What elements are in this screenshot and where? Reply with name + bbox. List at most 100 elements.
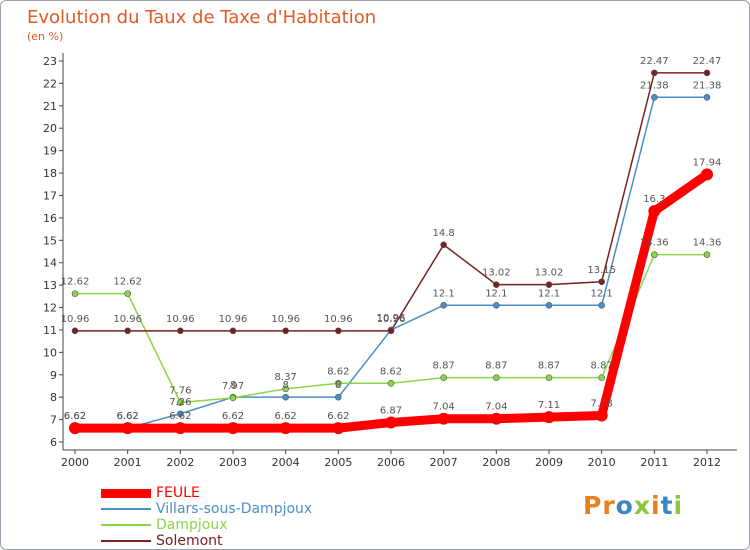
data-point-dampjoux — [387, 379, 395, 387]
chart-title: Evolution du Taux de Taxe d'Habitation — [27, 7, 377, 28]
legend-label-dampjoux: Dampjoux — [156, 517, 228, 533]
x-tick-label: 2003 — [219, 456, 247, 469]
legend-swatch-solemont — [101, 540, 151, 542]
legend-item-villars-sous-dampjoux: Villars-sous-Dampjoux — [101, 501, 361, 517]
logo-letter: o — [615, 491, 634, 520]
data-label-dampjoux: 8.62 — [327, 366, 349, 377]
data-label-solemont: 10.96 — [166, 314, 195, 325]
data-point-villars-sous-dampjoux — [493, 301, 500, 309]
data-label-dampjoux: 7.97 — [222, 381, 244, 392]
x-tick-label: 2010 — [588, 456, 616, 469]
data-label-feule: 16.3 — [643, 194, 665, 205]
y-tick-label: 11 — [43, 324, 57, 337]
data-point-villars-sous-dampjoux — [440, 301, 447, 309]
proxiti-logo: Proxiti — [583, 491, 683, 520]
data-point-solemont — [440, 241, 447, 249]
x-tick-label: 2007 — [430, 456, 458, 469]
x-tick-label: 2002 — [166, 456, 194, 469]
data-point-solemont — [493, 281, 500, 288]
data-point-solemont — [71, 327, 79, 335]
data-point-solemont — [703, 69, 711, 77]
y-tick-label: 8 — [50, 391, 57, 404]
data-point-solemont — [229, 327, 237, 335]
legend-label-solemont: Solemont — [156, 533, 223, 549]
data-label-dampjoux: 12.62 — [113, 277, 142, 288]
x-tick-label: 2009 — [535, 456, 563, 469]
data-label-dampjoux: 8.87 — [433, 361, 455, 372]
y-tick-label: 6 — [50, 436, 57, 449]
data-label-villars-sous-dampjoux: 12.1 — [591, 288, 613, 299]
legend-swatch-feule — [101, 488, 151, 498]
data-label-dampjoux: 8.62 — [380, 366, 402, 377]
y-tick-label: 23 — [43, 55, 57, 68]
y-tick-label: 18 — [43, 167, 57, 180]
data-point-feule — [174, 422, 187, 435]
series-markers — [69, 69, 713, 435]
data-label-solemont: 22.47 — [640, 56, 669, 67]
chart-subtitle: (en %) — [27, 30, 64, 43]
data-label-feule: 7.04 — [485, 402, 507, 413]
legend-swatch-villars-sous-dampjoux — [101, 508, 151, 510]
data-label-dampjoux: 8.87 — [538, 361, 560, 372]
data-point-dampjoux — [335, 379, 342, 387]
logo-letter: i — [651, 491, 661, 520]
data-point-feule — [648, 205, 661, 218]
data-label-solemont: 13.15 — [587, 265, 616, 276]
data-point-feule — [332, 422, 345, 435]
data-point-solemont — [598, 278, 605, 286]
data-label-feule: 6.62 — [169, 411, 191, 422]
data-label-solemont: 13.02 — [535, 268, 564, 279]
data-point-feule — [595, 409, 608, 422]
x-tick-label: 2011 — [640, 456, 668, 469]
logo-letter: x — [633, 491, 651, 520]
x-tick-label: 2001 — [114, 456, 142, 469]
data-point-solemont — [124, 327, 131, 335]
data-point-feule — [227, 422, 239, 435]
data-point-villars-sous-dampjoux — [177, 410, 184, 418]
data-point-solemont — [282, 327, 289, 335]
x-tick-label: 2000 — [61, 456, 89, 469]
data-point-dampjoux — [177, 399, 184, 406]
data-label-villars-sous-dampjoux: 6.62 — [64, 411, 86, 422]
x-tick-label: 2004 — [272, 456, 300, 469]
logo-letter: r — [602, 491, 616, 520]
y-tick-label: 15 — [43, 234, 57, 247]
data-label-villars-sous-dampjoux: 21.38 — [693, 80, 722, 91]
data-point-dampjoux — [545, 374, 553, 381]
data-label-dampjoux: 8.87 — [485, 361, 507, 372]
data-label-feule: 6.62 — [222, 411, 244, 422]
data-label-villars-sous-dampjoux: 10.96 — [377, 313, 406, 324]
y-tick-label: 20 — [43, 122, 57, 135]
data-point-feule — [437, 412, 450, 425]
data-label-villars-sous-dampjoux: 12.1 — [485, 288, 507, 299]
data-label-solemont: 10.96 — [219, 314, 248, 325]
data-label-solemont: 10.96 — [271, 314, 300, 325]
x-tick-label: 2012 — [693, 456, 721, 469]
legend-item-solemont: Solemont — [101, 533, 361, 549]
data-point-feule — [490, 412, 503, 425]
data-point-dampjoux — [651, 251, 658, 258]
data-point-feule — [279, 422, 292, 435]
data-label-solemont: 13.02 — [482, 268, 511, 279]
data-point-feule — [543, 411, 555, 424]
legend-swatch-dampjoux — [101, 524, 151, 526]
data-label-feule: 6.62 — [275, 411, 297, 422]
data-point-villars-sous-dampjoux — [703, 94, 711, 101]
y-tick-label: 14 — [43, 257, 57, 270]
x-tick-label: 2006 — [377, 456, 405, 469]
data-point-dampjoux — [71, 290, 79, 297]
y-tick-label: 22 — [43, 77, 57, 90]
x-tick-label: 2008 — [482, 456, 510, 469]
logo-letter: i — [673, 491, 684, 520]
data-label-dampjoux: 14.36 — [693, 238, 722, 249]
data-labels: 6.62 6.62 7.26 8 8 8 10.96 12.1 12.1 12.1 12.1 21.3… — [61, 56, 722, 422]
y-tick-label: 16 — [43, 212, 57, 225]
data-label-feule: 6.62 — [117, 411, 139, 422]
y-tick-label: 9 — [50, 369, 57, 382]
data-label-feule: 7.11 — [538, 400, 560, 411]
legend-label-feule: FEULE — [156, 485, 200, 501]
data-point-solemont — [545, 281, 553, 288]
data-label-dampjoux: 8.37 — [275, 372, 297, 383]
